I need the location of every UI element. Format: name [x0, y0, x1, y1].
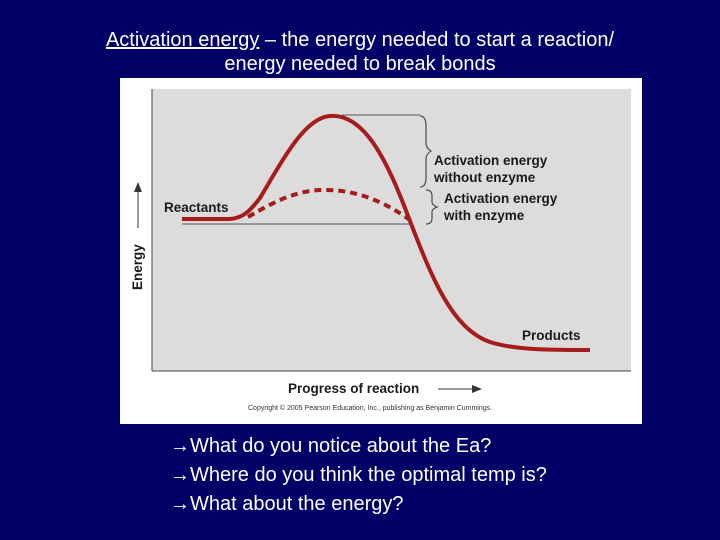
- question-text: What about the energy?: [190, 493, 404, 515]
- title-definition: – the energy needed to start a reaction/: [259, 29, 615, 51]
- products-label: Products: [522, 328, 581, 343]
- diagram-graphics: [134, 89, 631, 393]
- slide-title: Activation energy – the energy needed to…: [0, 28, 720, 76]
- arrow-icon: →: [170, 493, 190, 515]
- with-enzyme-label-line-1: Activation energy: [444, 191, 558, 206]
- with-enzyme-label-line-2: with enzyme: [444, 208, 525, 223]
- plot-area: [152, 89, 631, 371]
- question-text: Where do you think the optimal temp is?: [190, 464, 547, 486]
- question-list: →What do you notice about the Ea? →Where…: [170, 432, 547, 519]
- question-item: →What do you notice about the Ea?: [170, 432, 547, 461]
- without-enzyme-label: Activation energy without enzyme: [434, 152, 547, 186]
- energy-diagram: Energy Reactants Products Activation ene…: [120, 78, 642, 424]
- title-line-2: energy needed to break bonds: [224, 53, 496, 75]
- curve-without-enzyme: [182, 113, 591, 352]
- y-axis-arrowhead: [134, 182, 142, 192]
- question-text: What do you notice about the Ea?: [190, 435, 492, 457]
- arrow-icon: →: [170, 464, 190, 486]
- bracket-without-enzyme: [419, 115, 433, 188]
- title-line-1: Activation energy – the energy needed to…: [0, 28, 720, 52]
- with-enzyme-label: Activation energy with enzyme: [444, 190, 557, 224]
- reactants-label: Reactants: [164, 200, 229, 215]
- question-item: →Where do you think the optimal temp is?: [170, 461, 547, 490]
- without-enzyme-label-line-1: Activation energy: [434, 153, 548, 168]
- title-term: Activation energy: [105, 29, 260, 51]
- without-enzyme-label-line-2: without enzyme: [434, 170, 536, 185]
- copyright-text: Copyright © 2005 Pearson Education, Inc.…: [248, 405, 493, 412]
- x-axis-arrowhead: [472, 385, 482, 393]
- arrow-icon: →: [170, 435, 190, 457]
- bracket-with-enzyme: [425, 189, 439, 225]
- question-item: →What about the energy?: [170, 490, 547, 519]
- curve-with-enzyme: [246, 187, 412, 222]
- y-axis-label: Energy: [130, 244, 145, 290]
- x-axis-label: Progress of reaction: [288, 381, 420, 396]
